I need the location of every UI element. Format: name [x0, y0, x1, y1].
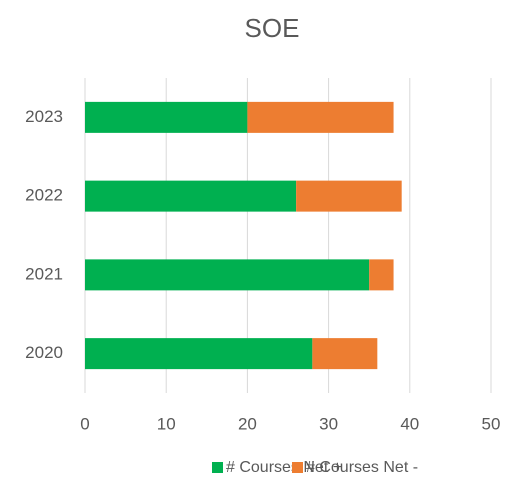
bar-segment — [369, 259, 394, 291]
y-tick-label: 2021 — [25, 264, 63, 283]
chart-title: SOE — [245, 13, 300, 43]
legend-swatch — [292, 462, 303, 473]
bar-segment — [85, 259, 370, 291]
bar-segment — [247, 101, 394, 133]
legend-label: # Courses Net - — [306, 459, 418, 476]
bar-segment — [85, 180, 297, 212]
y-tick-label: 2020 — [25, 343, 63, 362]
y-tick-label: 2023 — [25, 107, 63, 126]
x-tick-label: 30 — [319, 414, 338, 433]
x-tick-label: 20 — [238, 414, 257, 433]
y-tick-label: 2022 — [25, 186, 63, 205]
bar-segment — [296, 180, 402, 212]
legend-swatch — [212, 462, 223, 473]
legend-label: # Courses Net + — [226, 459, 342, 476]
bar-segment — [312, 338, 378, 370]
x-tick-label: 50 — [482, 414, 501, 433]
x-tick-label: 0 — [80, 414, 89, 433]
bar-segment — [85, 338, 313, 370]
x-tick-label: 10 — [157, 414, 176, 433]
bar-segment — [85, 101, 248, 133]
x-tick-label: 40 — [400, 414, 419, 433]
